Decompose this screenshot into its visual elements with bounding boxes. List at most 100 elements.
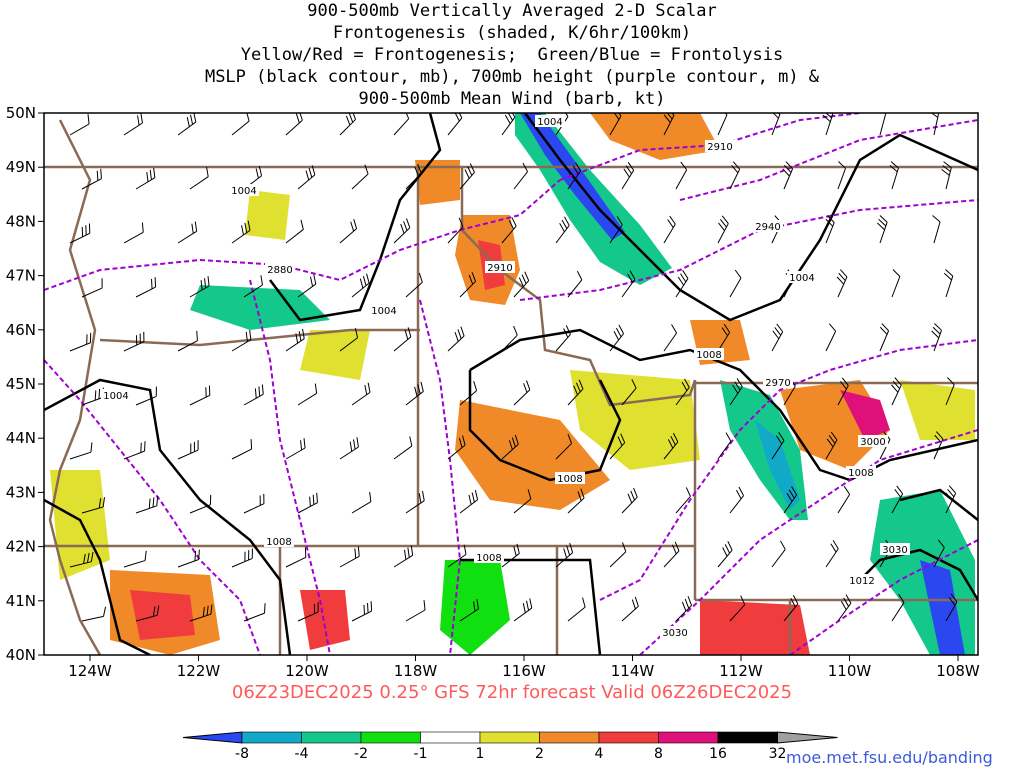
mslp-contour: [523, 113, 978, 322]
frontolysis-colorado-core: [920, 560, 965, 655]
wind-barb: [513, 380, 531, 406]
wind-barb: [889, 161, 899, 190]
wind-barb: [351, 382, 371, 406]
credit-link[interactable]: moe.met.fsu.edu/banding: [786, 748, 993, 767]
wind-barb: [825, 323, 837, 352]
wind-barb: [675, 487, 691, 514]
svg-text:3030: 3030: [662, 628, 687, 639]
wind-barb: [717, 541, 733, 568]
wind-barb: [932, 215, 941, 244]
wind-barbs: [69, 113, 958, 622]
wind-barb: [513, 489, 532, 514]
svg-text:1004: 1004: [103, 391, 128, 402]
svg-text:1008: 1008: [848, 468, 873, 479]
wind-barb: [189, 276, 210, 298]
wind-barb: [837, 161, 846, 190]
mslp-contour: [44, 378, 292, 655]
wind-barb: [123, 331, 145, 352]
wind-barb: [729, 378, 743, 406]
height-label: 3000: [858, 435, 888, 448]
latitude-labels: 50N 49N 48N 47N 46N 45N 44N 43N 42N 41N 40N: [6, 104, 44, 664]
forecast-info: 06Z23DEC2025 0.25° GFS 72hr forecast Val…: [231, 682, 793, 703]
wind-barb: [621, 379, 637, 406]
wind-barb: [822, 113, 834, 136]
wind-barb: [663, 215, 676, 244]
wind-barb: [933, 431, 944, 460]
lat-label: 45N: [6, 375, 36, 393]
wind-barb: [513, 271, 530, 298]
wind-barb: [177, 549, 200, 568]
legend-label: 32: [768, 746, 787, 762]
mslp-label: 1004: [101, 389, 131, 402]
wind-barb: [447, 544, 467, 568]
wind-barb: [339, 113, 357, 136]
mslp-label: 1004: [535, 115, 565, 128]
wind-barb: [879, 323, 890, 352]
height-contour: [599, 339, 978, 601]
wind-barb: [825, 215, 835, 244]
lat-label: 48N: [6, 212, 36, 230]
political-borders: [44, 119, 978, 655]
mslp-contour: [468, 370, 622, 482]
wind-barb: [231, 548, 253, 568]
wind-barb: [621, 596, 639, 622]
wind-barb: [81, 606, 107, 622]
wind-barb: [609, 113, 622, 136]
wind-barb: [943, 269, 954, 298]
wind-barb: [69, 332, 92, 352]
svg-text:3000: 3000: [860, 437, 885, 448]
legend-label: 8: [654, 746, 663, 762]
wind-barb: [555, 325, 571, 352]
wind-barb: [297, 492, 318, 514]
wind-barb: [243, 275, 263, 298]
wind-barb: [351, 601, 373, 622]
mslp-label: 1008: [846, 466, 876, 479]
legend-swatch: [301, 731, 362, 744]
wind-barb: [69, 114, 90, 136]
svg-text:2880: 2880: [267, 265, 292, 276]
wind-barb: [675, 378, 690, 406]
height-contours: [44, 113, 978, 655]
wind-barb: [339, 437, 359, 460]
frontogenesis-wa-yellow: [245, 190, 290, 240]
height-label: 3030: [660, 626, 690, 639]
wind-barb: [447, 435, 466, 460]
wind-barb: [555, 434, 573, 460]
svg-text:1004: 1004: [789, 273, 814, 284]
wind-barb: [945, 485, 957, 514]
wind-barb: [729, 595, 746, 622]
legend-swatch: [598, 731, 659, 744]
wind-barb: [285, 438, 306, 460]
title-line: Frontogenesis (shaded, K/6hr/100km): [332, 23, 692, 43]
wind-barb: [783, 486, 798, 514]
wind-barb: [285, 547, 307, 568]
wind-barb: [405, 600, 426, 622]
contour-labels: 1004 1004 1004 1004 1004 1008 1008 1008 …: [101, 115, 910, 639]
legend-swatch: [539, 731, 600, 744]
legend-swatch: [717, 731, 778, 744]
wind-barb: [339, 219, 358, 244]
wind-barb: [69, 442, 93, 460]
svg-text:1008: 1008: [696, 350, 721, 361]
wind-barb: [891, 594, 905, 622]
wind-barb: [231, 113, 250, 136]
border-idaho-mt: [460, 167, 697, 407]
mslp-contour: [899, 488, 978, 521]
wind-barb: [729, 486, 744, 514]
svg-text:3030: 3030: [882, 545, 907, 556]
wind-barb: [177, 221, 198, 244]
lon-label: 118W: [394, 662, 438, 680]
wind-barb: [675, 596, 693, 622]
wind-barb: [405, 163, 422, 190]
wind-barb: [567, 270, 583, 298]
wind-barb: [285, 219, 304, 244]
wind-barb: [177, 113, 197, 136]
lon-label: 116W: [502, 662, 546, 680]
legend-label: -2: [354, 746, 368, 762]
wind-barb: [945, 593, 958, 622]
height-contour: [559, 113, 861, 181]
svg-text:2910: 2910: [487, 263, 512, 274]
wind-barb: [891, 485, 904, 514]
title-line: 900-500mb Vertically Averaged 2-D Scalar: [307, 1, 717, 21]
wind-barb: [836, 269, 848, 298]
